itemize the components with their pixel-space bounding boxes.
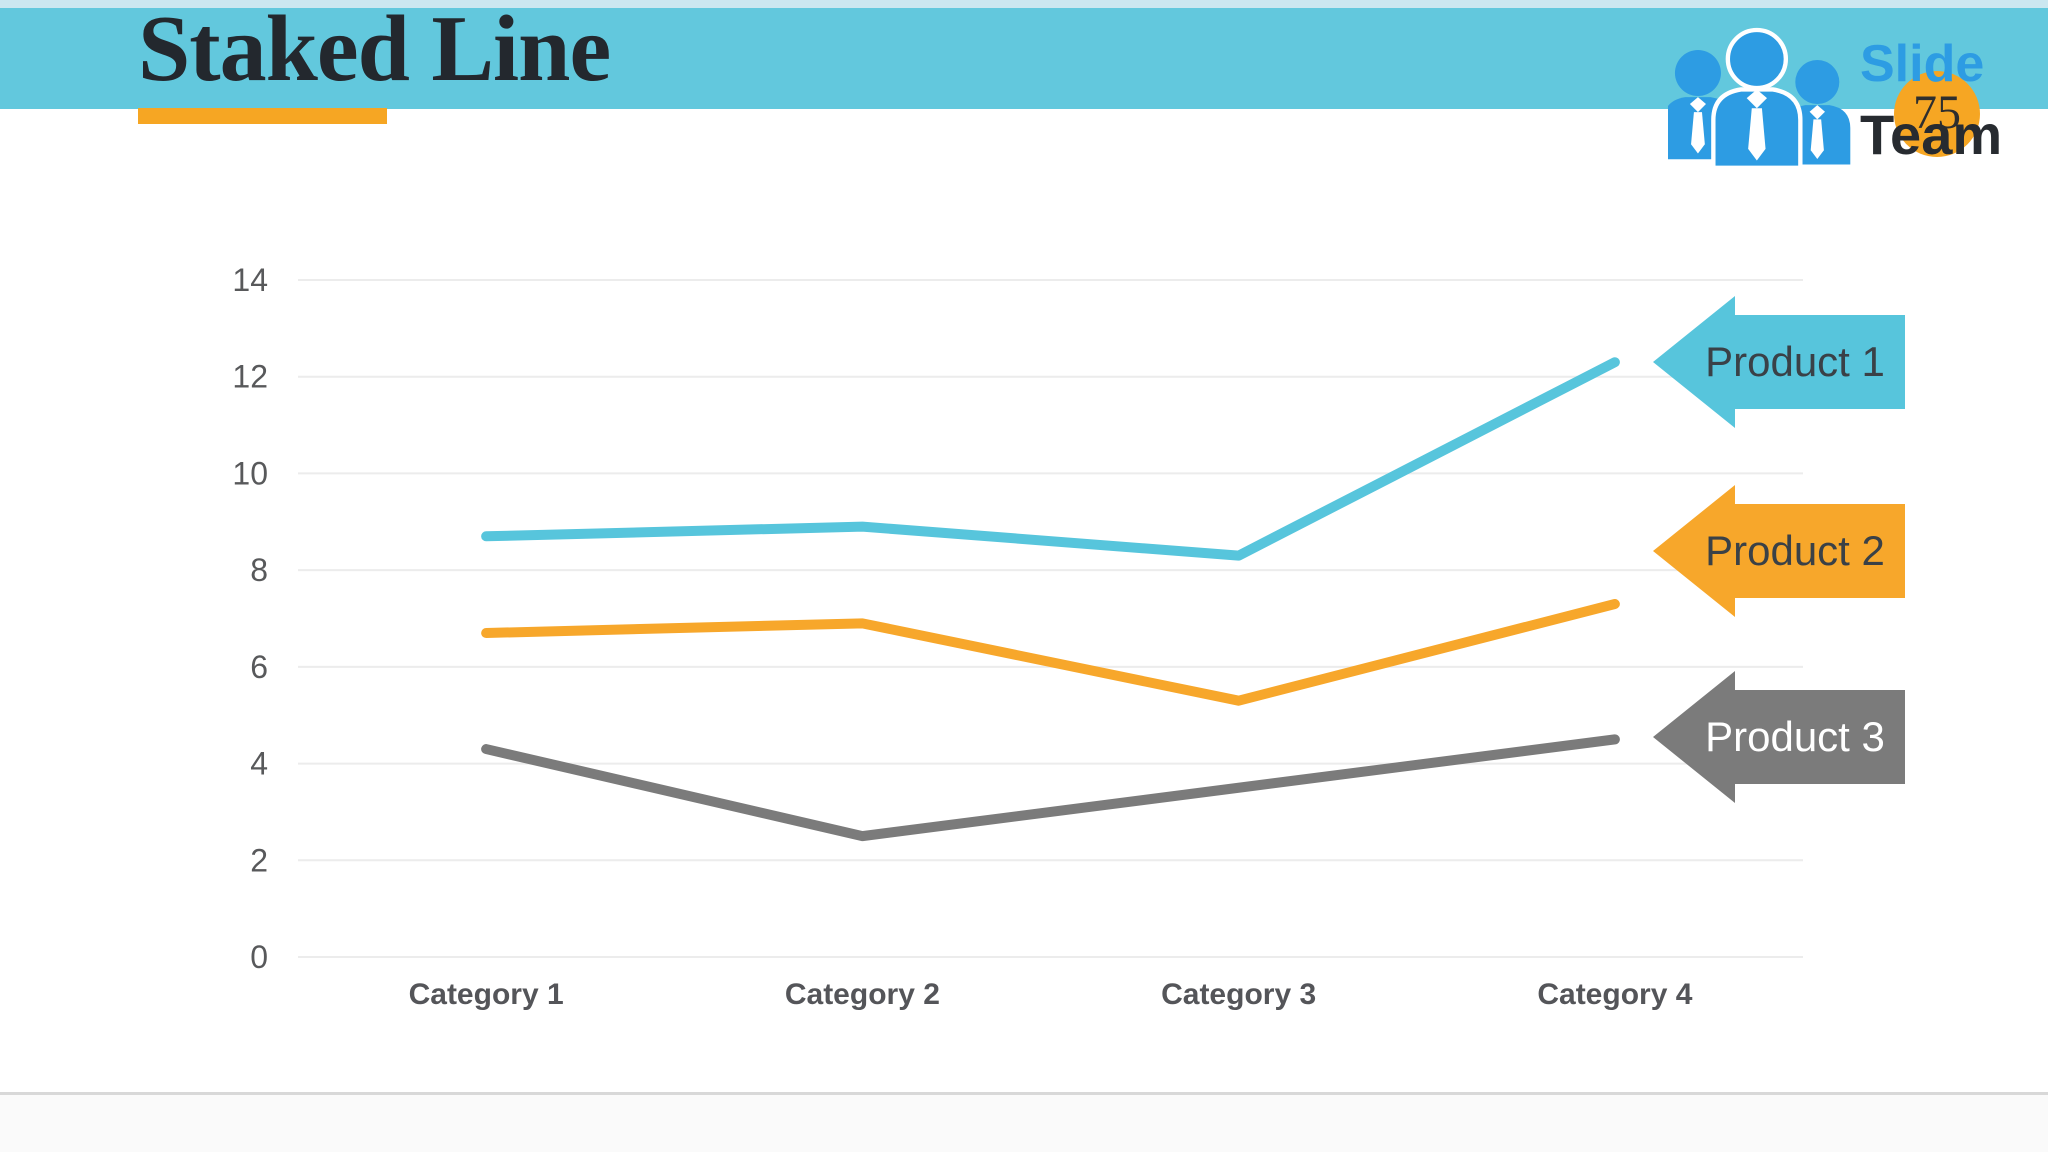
legend-arrow-label: Product 1 xyxy=(1705,338,1885,385)
slideteam-logo: 75 Slide Team xyxy=(1660,0,2048,180)
x-tick-label: Category 1 xyxy=(409,978,564,1011)
title-underline-accent xyxy=(138,108,387,124)
footer-area xyxy=(0,1095,2048,1152)
header-top-strip xyxy=(0,0,2048,8)
legend-arrow-label: Product 3 xyxy=(1705,713,1885,760)
series-line-product-2 xyxy=(481,598,1620,706)
y-tick-label: 8 xyxy=(250,552,268,588)
y-tick-label: 0 xyxy=(250,939,268,975)
y-tick-label: 2 xyxy=(250,842,268,878)
logo-word-team: Team xyxy=(1860,103,2003,166)
footer-divider xyxy=(0,1092,2048,1095)
logo-word-slide: Slide xyxy=(1860,35,1985,93)
y-tick-label: 10 xyxy=(232,455,268,491)
series-line-product-3 xyxy=(481,734,1620,842)
page-title: Staked Line xyxy=(138,0,611,101)
y-tick-label: 6 xyxy=(250,649,268,685)
y-tick-label: 14 xyxy=(232,262,268,298)
slide-number-badge: 75 xyxy=(1894,71,1980,157)
y-tick-label: 4 xyxy=(250,746,268,782)
series-line-product-1 xyxy=(481,357,1620,561)
slide-number: 75 xyxy=(1913,85,1961,139)
y-tick-label: 12 xyxy=(232,359,268,395)
x-tick-label: Category 3 xyxy=(1161,978,1316,1011)
legend-arrow-label: Product 2 xyxy=(1705,527,1885,574)
x-tick-label: Category 4 xyxy=(1537,978,1692,1011)
people-icon xyxy=(1668,27,1851,170)
x-tick-label: Category 2 xyxy=(785,978,940,1011)
